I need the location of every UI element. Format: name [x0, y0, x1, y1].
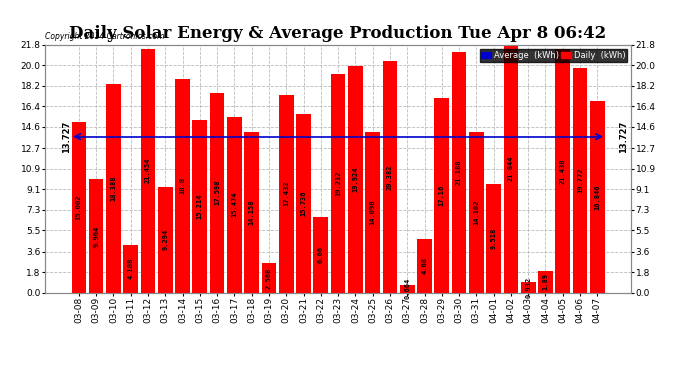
Bar	[365, 132, 380, 292]
Bar	[72, 122, 86, 292]
Bar	[469, 132, 484, 292]
Bar	[573, 68, 587, 292]
Text: 19.772: 19.772	[577, 168, 583, 193]
Bar	[521, 282, 535, 292]
Text: 18.388: 18.388	[110, 176, 117, 201]
Bar	[538, 271, 553, 292]
Text: 6.66: 6.66	[318, 246, 324, 263]
Bar	[210, 93, 224, 292]
Text: 4.188: 4.188	[128, 258, 134, 279]
Text: 21.438: 21.438	[560, 158, 566, 183]
Bar	[106, 84, 121, 292]
Bar	[141, 49, 155, 292]
Bar	[124, 245, 138, 292]
Bar	[279, 94, 294, 292]
Text: 14.158: 14.158	[248, 200, 255, 225]
Text: 16.846: 16.846	[594, 184, 600, 210]
Bar	[244, 132, 259, 292]
Bar	[89, 179, 104, 292]
Bar	[382, 61, 397, 292]
Title: Daily Solar Energy & Average Production Tue Apr 8 06:42: Daily Solar Energy & Average Production …	[70, 25, 607, 42]
Bar	[417, 239, 432, 292]
Bar	[504, 45, 518, 292]
Text: 15.736: 15.736	[301, 190, 306, 216]
Bar	[590, 101, 604, 292]
Bar	[486, 184, 501, 292]
Bar	[227, 117, 242, 292]
Text: 9.964: 9.964	[93, 225, 99, 247]
Text: 20.382: 20.382	[387, 164, 393, 189]
Bar	[313, 217, 328, 292]
Text: 4.68: 4.68	[422, 257, 428, 274]
Text: 15.214: 15.214	[197, 194, 203, 219]
Text: 21.188: 21.188	[456, 159, 462, 185]
Bar	[193, 120, 207, 292]
Text: 15.002: 15.002	[76, 195, 82, 220]
Bar	[262, 263, 276, 292]
Text: 1.89: 1.89	[542, 273, 549, 290]
Bar	[348, 66, 363, 292]
Bar	[296, 114, 311, 292]
Text: 17.16: 17.16	[439, 184, 445, 206]
Text: 9.518: 9.518	[491, 228, 497, 249]
Text: 0.932: 0.932	[525, 277, 531, 298]
Text: 21.844: 21.844	[508, 156, 514, 181]
Text: 14.098: 14.098	[370, 200, 375, 225]
Text: 0.664: 0.664	[404, 278, 411, 299]
Text: 18.8: 18.8	[179, 177, 186, 194]
Bar	[175, 79, 190, 292]
Text: 19.924: 19.924	[353, 166, 358, 192]
Bar	[331, 74, 346, 292]
Text: 14.102: 14.102	[473, 200, 480, 225]
Bar	[158, 187, 172, 292]
Text: 13.727: 13.727	[62, 120, 71, 153]
Bar	[555, 49, 570, 292]
Text: 21.454: 21.454	[145, 158, 151, 183]
Text: 13.727: 13.727	[619, 120, 628, 153]
Bar	[435, 98, 449, 292]
Text: Copyright 2014 Cartronics.com: Copyright 2014 Cartronics.com	[45, 32, 164, 41]
Text: 17.598: 17.598	[214, 180, 220, 206]
Text: 17.432: 17.432	[284, 181, 289, 206]
Text: 19.212: 19.212	[335, 171, 341, 196]
Legend: Average  (kWh), Daily  (kWh): Average (kWh), Daily (kWh)	[480, 49, 627, 62]
Text: 2.568: 2.568	[266, 267, 272, 288]
Bar	[400, 285, 415, 292]
Text: 9.294: 9.294	[162, 229, 168, 251]
Bar	[452, 52, 466, 292]
Text: 15.474: 15.474	[231, 192, 237, 217]
